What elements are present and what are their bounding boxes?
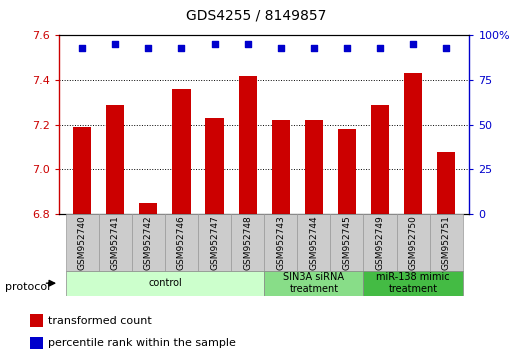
Bar	[305, 120, 323, 214]
Text: percentile rank within the sample: percentile rank within the sample	[48, 338, 236, 348]
Text: GSM952740: GSM952740	[77, 215, 87, 270]
FancyBboxPatch shape	[66, 271, 264, 296]
FancyBboxPatch shape	[98, 214, 132, 271]
Text: GSM952746: GSM952746	[177, 215, 186, 270]
Text: GSM952751: GSM952751	[442, 215, 451, 270]
Bar	[30, 337, 43, 349]
FancyBboxPatch shape	[430, 214, 463, 271]
Text: GSM952742: GSM952742	[144, 215, 153, 270]
FancyBboxPatch shape	[264, 214, 298, 271]
Point	[144, 45, 152, 51]
Bar	[404, 73, 422, 214]
FancyBboxPatch shape	[198, 214, 231, 271]
FancyBboxPatch shape	[165, 214, 198, 271]
Text: GDS4255 / 8149857: GDS4255 / 8149857	[186, 9, 327, 23]
FancyBboxPatch shape	[397, 214, 430, 271]
FancyBboxPatch shape	[364, 214, 397, 271]
Point	[442, 45, 450, 51]
Point	[277, 45, 285, 51]
Bar	[106, 105, 124, 214]
Point	[177, 45, 186, 51]
Point	[376, 45, 384, 51]
Text: GSM952744: GSM952744	[309, 215, 319, 270]
FancyBboxPatch shape	[330, 214, 364, 271]
Text: GSM952747: GSM952747	[210, 215, 219, 270]
FancyBboxPatch shape	[132, 214, 165, 271]
Text: protocol: protocol	[5, 282, 50, 292]
FancyBboxPatch shape	[66, 214, 98, 271]
Bar	[371, 105, 389, 214]
Text: miR-138 mimic
treatment: miR-138 mimic treatment	[377, 272, 450, 294]
Bar	[73, 127, 91, 214]
Point	[409, 41, 417, 47]
Bar	[272, 120, 290, 214]
Text: GSM952749: GSM952749	[376, 215, 385, 270]
Point	[244, 41, 252, 47]
Text: GSM952750: GSM952750	[409, 215, 418, 270]
Bar	[205, 118, 224, 214]
Point	[343, 45, 351, 51]
FancyBboxPatch shape	[264, 271, 364, 296]
Bar	[338, 129, 356, 214]
Point	[78, 45, 86, 51]
Text: GSM952745: GSM952745	[343, 215, 351, 270]
Bar	[172, 89, 190, 214]
Point	[111, 41, 120, 47]
Point	[310, 45, 318, 51]
FancyBboxPatch shape	[298, 214, 330, 271]
FancyBboxPatch shape	[231, 214, 264, 271]
Text: control: control	[148, 278, 182, 288]
Text: GSM952743: GSM952743	[276, 215, 285, 270]
Text: SIN3A siRNA
treatment: SIN3A siRNA treatment	[283, 272, 344, 294]
Bar	[30, 314, 43, 327]
Bar	[239, 76, 256, 214]
Text: GSM952741: GSM952741	[111, 215, 120, 270]
Text: GSM952748: GSM952748	[243, 215, 252, 270]
Bar	[139, 203, 157, 214]
Text: transformed count: transformed count	[48, 316, 152, 326]
FancyBboxPatch shape	[364, 271, 463, 296]
Bar	[437, 152, 456, 214]
Point	[210, 41, 219, 47]
